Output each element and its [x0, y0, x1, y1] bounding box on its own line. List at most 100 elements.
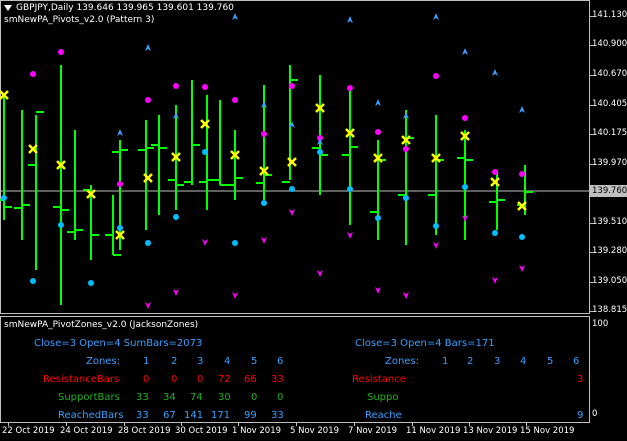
- price-label: 140.405: [592, 99, 627, 109]
- pivot-cross: [490, 177, 500, 187]
- pivot-cross: [86, 189, 96, 199]
- pivot-cross: [171, 152, 181, 162]
- arrow-down-icon: [317, 270, 323, 277]
- resistance-value: 72: [218, 374, 231, 385]
- pivot-cross: [0, 90, 9, 100]
- price-chart[interactable]: [0, 0, 589, 313]
- support-value: 0: [277, 392, 284, 403]
- pivot-cross: [373, 153, 383, 163]
- cyan-dot: [433, 223, 439, 229]
- reached-value: 141: [184, 410, 204, 421]
- arrow-down-icon: [375, 287, 381, 294]
- magenta-dot: [375, 129, 381, 135]
- right-reached-label: Reache: [365, 410, 402, 421]
- arrow-down-icon: [433, 242, 439, 249]
- pivot-cross: [345, 128, 355, 138]
- arrow-down-icon: [403, 292, 409, 299]
- pivot-cross: [56, 160, 66, 170]
- date-label: 13 Nov 2019: [463, 426, 518, 436]
- date-label: 7 Nov 2019: [348, 426, 398, 436]
- right-zone-5: 5: [547, 356, 554, 367]
- sub-window-title: smNewPA_PivotZones_v2.0 (JacksonZones): [4, 320, 199, 330]
- magenta-dot: [173, 83, 179, 89]
- arrow-up-icon: [232, 13, 238, 20]
- arrow-up-icon: [375, 99, 381, 106]
- cyan-dot: [317, 149, 323, 155]
- right-zone-2: 2: [467, 356, 474, 367]
- main-chart-frame[interactable]: [0, 0, 590, 314]
- arrow-up-icon: [403, 112, 409, 119]
- reached-bars-label: ReachedBars: [58, 410, 124, 421]
- indicator-label: smNewPA_Pivots_v2.0 (Pattern 3): [4, 15, 155, 25]
- right-zone-3: 3: [494, 356, 501, 367]
- price-label: 139.280: [592, 246, 627, 256]
- pivot-cross: [401, 135, 411, 145]
- price-label: 139.050: [592, 276, 627, 286]
- arrow-up-icon: [289, 121, 295, 128]
- sub-window-frame[interactable]: [0, 316, 590, 423]
- price-label: 139.970: [592, 158, 627, 168]
- cyan-dot: [173, 214, 179, 220]
- magenta-dot: [433, 73, 439, 79]
- reached-value: 99: [244, 410, 257, 421]
- date-label: 5 Nov 2019: [290, 426, 340, 436]
- pivot-cross: [287, 157, 297, 167]
- left-zone-3: 3: [197, 356, 204, 367]
- date-label: 30 Oct 2019: [175, 426, 228, 436]
- pivot-cross: [143, 173, 153, 183]
- arrow-down-icon: [347, 232, 353, 239]
- cyan-dot: [403, 195, 409, 201]
- cyan-dot: [462, 184, 468, 190]
- arrow-up-icon: [347, 16, 353, 23]
- resistance-bars-label: ResistanceBars: [43, 374, 120, 385]
- right-panel-header: Close=3 Open=4 Bars=171: [355, 338, 495, 349]
- support-value: 30: [218, 392, 231, 403]
- magenta-dot: [202, 84, 208, 90]
- arrow-down-icon: [519, 265, 525, 272]
- arrow-up-icon: [519, 106, 525, 113]
- pivot-cross: [315, 103, 325, 113]
- date-label: 1 Nov 2019: [232, 426, 282, 436]
- cyan-dot: [289, 186, 295, 192]
- magenta-dot: [58, 49, 64, 55]
- support-bars-label: SupportBars: [58, 392, 120, 403]
- magenta-dot: [232, 97, 238, 103]
- arrow-up-icon: [433, 13, 439, 20]
- pivot-cross: [115, 230, 125, 240]
- magenta-dot: [261, 131, 267, 137]
- support-value: 0: [251, 392, 258, 403]
- sub-axis-top: 100: [592, 319, 609, 329]
- right-zones-label: Zones:: [385, 356, 420, 367]
- cyan-dot: [261, 200, 267, 206]
- arrow-down-icon: [173, 289, 179, 296]
- cyan-dot: [1, 195, 7, 201]
- left-zone-1: 1: [143, 356, 150, 367]
- cyan-dot: [88, 280, 94, 286]
- right-support-label: Suppo: [367, 392, 399, 403]
- arrow-up-icon: [261, 101, 267, 108]
- reached-value: 67: [163, 410, 176, 421]
- chart-title: GBPJPY,Daily 139.646 139.965 139.601 139…: [4, 3, 234, 13]
- magenta-dot: [30, 71, 36, 77]
- cyan-dot: [347, 186, 353, 192]
- cyan-dot: [145, 240, 151, 246]
- arrow-down-icon: [462, 215, 468, 222]
- arrow-up-icon: [492, 69, 498, 76]
- date-label: 28 Oct 2019: [118, 426, 171, 436]
- price-label: 141.130: [592, 10, 627, 20]
- right-resistance-value: 3: [577, 374, 584, 385]
- arrow-up-icon: [317, 138, 323, 145]
- arrow-down-icon: [202, 239, 208, 246]
- date-label: 11 Nov 2019: [406, 426, 461, 436]
- pivot-cross: [460, 131, 470, 141]
- price-label: 139.510: [592, 217, 627, 227]
- cyan-dot: [30, 278, 36, 284]
- arrow-down-icon: [289, 209, 295, 216]
- price-label: 138.815: [592, 305, 627, 315]
- right-zone-6: 6: [573, 356, 580, 367]
- cyan-dot: [202, 149, 208, 155]
- resistance-value: 0: [143, 374, 150, 385]
- reached-value: 33: [271, 410, 284, 421]
- chart-title-text: GBPJPY,Daily 139.646 139.965 139.601 139…: [16, 3, 234, 13]
- arrow-down-icon: [232, 292, 238, 299]
